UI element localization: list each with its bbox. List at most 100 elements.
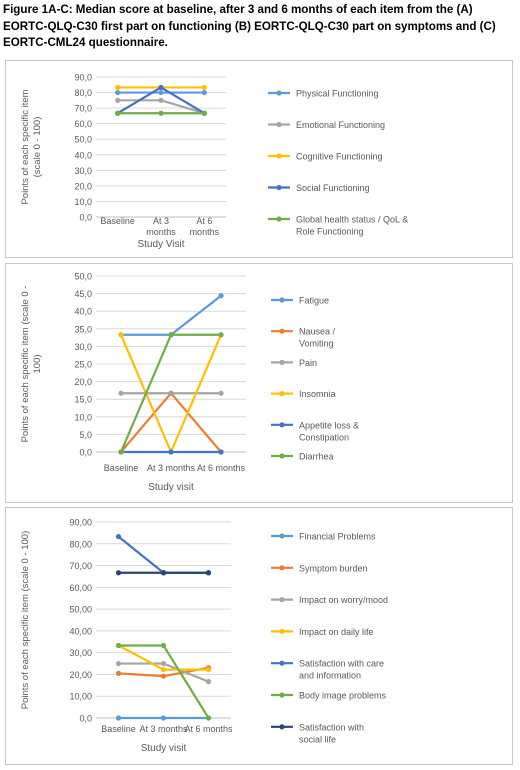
data-point [158,97,164,103]
x-tick-label-line: months [190,227,220,237]
y-tick-label: 30,0 [74,166,92,176]
legend-label-line: Role Functioning [296,227,364,237]
legend-label: Financial Problems [299,532,376,542]
legend-marker [276,216,282,222]
legend-marker [279,422,285,428]
y-tick-label: 20,0 [74,181,92,191]
legend-label-line: Social Functioning [296,183,370,193]
data-point [158,89,164,96]
y-tick-label: 70,0 [74,104,92,114]
y-axis-label: Points of each specific item (scale 0 -1… [20,286,43,443]
legend-label: Physical Functioning [296,89,379,99]
y-tick-label: 10,0 [74,412,92,422]
y-tick-label: 10,00 [69,692,92,702]
chart-panel-a: 0,0 10,0 20,0 30,0 40,0 50,0 60,0 70,0 80,0 90,0 B… [5,60,513,258]
legend-marker [276,184,282,191]
y-axis-label: Points of each specific item(scale 0 - 1… [20,89,43,204]
data-point [160,570,167,576]
legend-label-line: Appetite loss & [299,420,359,430]
x-tick-label: Baseline [104,463,139,473]
y-tick-label: 40,0 [74,150,92,160]
y-tick-label: 50,0 [74,272,92,282]
legend-label-line: Nausea / [299,327,336,337]
legend-label: Global health status / QoL & Role Functio… [296,215,408,237]
data-point [218,449,224,455]
legend-marker [279,391,285,397]
series-line-2 [118,662,209,683]
data-point [118,449,124,455]
legend-label: Body image problems [299,691,387,701]
legend-label-line: Constipation [299,432,349,442]
data-point [160,673,167,679]
x-tick-label: At 6 months [184,724,233,734]
y-tick-label: 30,00 [69,648,92,658]
data-point [168,390,174,396]
legend-marker [279,533,285,539]
y-axis-label-line: 100) [32,354,43,373]
x-tick-label-line: At 3 months [147,463,196,473]
x-tick-label-line: At 6 [196,216,212,226]
legend-label-line: Fatigue [299,296,329,306]
chart-panel-c: 0,0 10,00 20,00 30,00 40,00 50,00 60,00 70,00 80… [5,507,513,765]
legend-label: Satisfaction with social life [299,722,364,744]
data-point [115,89,121,96]
legend-label: Emotional Functioning [296,120,385,130]
data-point [205,679,212,685]
x-axis-label: Study visit [148,482,194,493]
legend-label: Cognitive Functioning [296,152,383,162]
legend-marker [279,597,285,603]
data-point [115,715,122,721]
x-tick-label-line: months [146,227,176,237]
legend-label-line: and information [299,671,361,681]
legend-label-line: Vomiting [299,339,334,349]
data-point [218,390,224,396]
data-point [201,89,207,96]
x-tick-label: At 3 months [139,724,188,734]
y-tick-label: 20,0 [74,377,92,387]
legend-marker [279,660,285,666]
legend-label-line: Impact on worry/mood [299,595,388,605]
legend-marker [279,297,285,303]
data-point [201,84,207,91]
y-tick-label: 70,00 [69,561,92,571]
data-point [115,642,122,649]
x-tick-label: At 6 months [197,463,246,473]
data-point [160,660,167,667]
chart-c-svg: 0,0 10,00 20,00 30,00 40,00 50,00 60,00 70,00 80… [20,518,388,755]
legend-marker [279,328,285,334]
data-point [115,670,122,676]
x-tick-label-line: Baseline [104,463,139,473]
data-point [205,570,212,576]
y-tick-label: 45,0 [74,289,92,299]
data-point [205,667,212,673]
y-axis-label: Points of each specific item (scale 0 - … [20,531,31,709]
legend-label-line: Diarrhea [299,452,334,462]
y-tick-label: 0,0 [79,448,92,458]
y-tick-label: 50,00 [69,605,92,615]
x-axis-label: Study Visit [137,239,184,250]
data-point [115,110,121,116]
y-tick-label: 0,0 [79,213,92,223]
y-tick-label: 40,00 [69,626,92,636]
data-point [205,715,212,721]
y-axis-label-line: Points of each specific item (scale 0 - … [20,531,31,709]
chart-panel-b: 0,0 5,0 10,0 15,0 20,0 25,0 30,0 35,0 40,0 45,0 50… [5,263,513,503]
chart-b-svg: 0,0 5,0 10,0 15,0 20,0 25,0 30,0 35,0 40,0 45,0 50… [20,272,359,494]
data-point [218,332,224,338]
y-tick-label: 0,0 [79,714,92,724]
x-tick-label: At 3 months [146,216,176,237]
legend-marker [279,628,285,634]
legend-label-line: Physical Functioning [296,89,379,99]
legend-label-line: Global health status / QoL & [296,215,408,225]
y-tick-label: 20,00 [69,670,92,680]
legend-label: Social Functioning [296,183,370,193]
y-tick-label: 30,0 [74,342,92,352]
legend-label-line: Emotional Functioning [296,120,385,130]
data-point [218,293,224,299]
data-point [118,332,124,338]
legend-marker [279,453,285,459]
legend-marker [279,724,285,730]
data-point [118,390,124,396]
data-point [115,660,122,667]
x-tick-label: Baseline [100,216,135,226]
